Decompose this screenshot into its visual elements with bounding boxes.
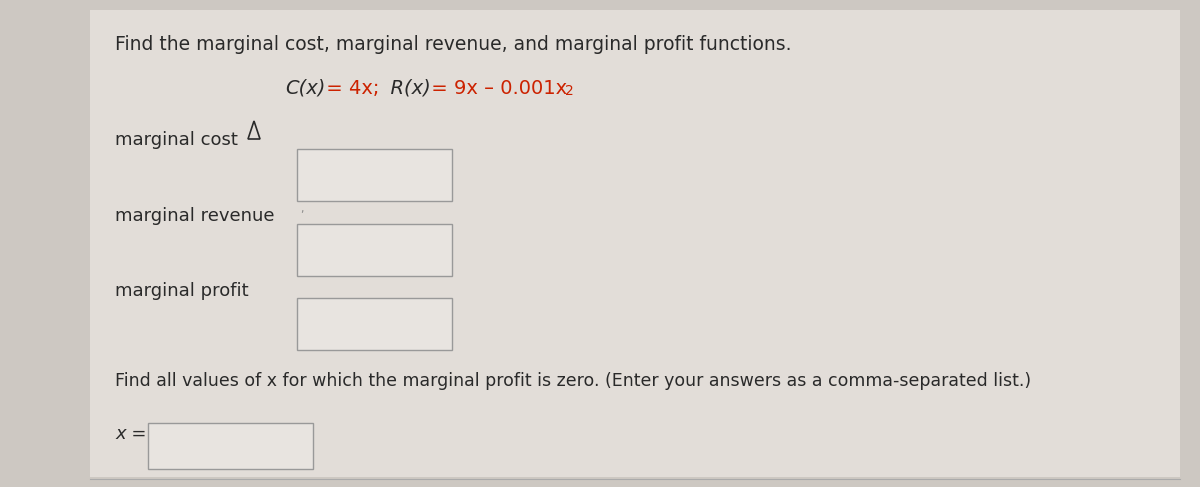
Text: = 9x – 0.001x: = 9x – 0.001x (425, 79, 568, 98)
Bar (148, 423, 313, 469)
Text: Find the marginal cost, marginal revenue, and marginal profit functions.: Find the marginal cost, marginal revenue… (115, 35, 792, 54)
Bar (298, 224, 452, 276)
Bar (298, 298, 452, 350)
Text: Find all values of x for which the marginal profit is zero. (Enter your answers : Find all values of x for which the margi… (115, 372, 1031, 390)
Text: R(x): R(x) (378, 79, 431, 98)
Text: ,: , (300, 204, 304, 214)
Text: = 4x;: = 4x; (320, 79, 379, 98)
Text: marginal cost: marginal cost (115, 131, 238, 149)
Text: marginal profit: marginal profit (115, 282, 248, 300)
Text: C(x): C(x) (286, 79, 325, 98)
Text: marginal revenue: marginal revenue (115, 207, 275, 225)
Text: 2: 2 (565, 84, 574, 98)
Bar (298, 149, 452, 201)
Text: x =: x = (115, 425, 146, 443)
